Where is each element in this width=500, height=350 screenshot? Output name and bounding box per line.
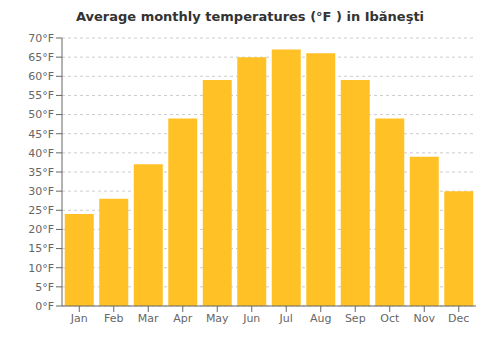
svg-text:Sep: Sep [345, 312, 366, 325]
svg-text:5°F: 5°F [35, 281, 54, 294]
svg-text:60°F: 60°F [28, 70, 54, 83]
svg-text:20°F: 20°F [28, 223, 54, 236]
svg-text:Dec: Dec [448, 312, 469, 325]
svg-text:Oct: Oct [380, 312, 400, 325]
svg-text:25°F: 25°F [28, 204, 54, 217]
svg-text:May: May [206, 312, 229, 325]
svg-text:45°F: 45°F [28, 128, 54, 141]
svg-text:15°F: 15°F [28, 242, 54, 255]
svg-text:55°F: 55°F [28, 89, 54, 102]
svg-text:50°F: 50°F [28, 108, 54, 121]
html-text:Average monthly temperatures (: Average monthly temperatures (°F ) in Ib… [75, 9, 425, 24]
svg-text:Jan: Jan [70, 312, 88, 325]
svg-text:Feb: Feb [104, 312, 123, 325]
svg-text:0°F: 0°F [35, 300, 54, 313]
svg-text:10°F: 10°F [28, 262, 54, 275]
svg-text:Aug: Aug [310, 312, 331, 325]
svg-text:40°F: 40°F [28, 147, 54, 160]
svg-text:Nov: Nov [414, 312, 436, 325]
svg-text:65°F: 65°F [28, 51, 54, 64]
svg-text:Jul: Jul [279, 312, 293, 325]
svg-text:70°F: 70°F [28, 32, 54, 45]
svg-text:Apr: Apr [173, 312, 193, 325]
svg-text:30°F: 30°F [28, 185, 54, 198]
svg-text:Jun: Jun [242, 312, 260, 325]
svg-text:Mar: Mar [138, 312, 159, 325]
svg-text:35°F: 35°F [28, 166, 54, 179]
